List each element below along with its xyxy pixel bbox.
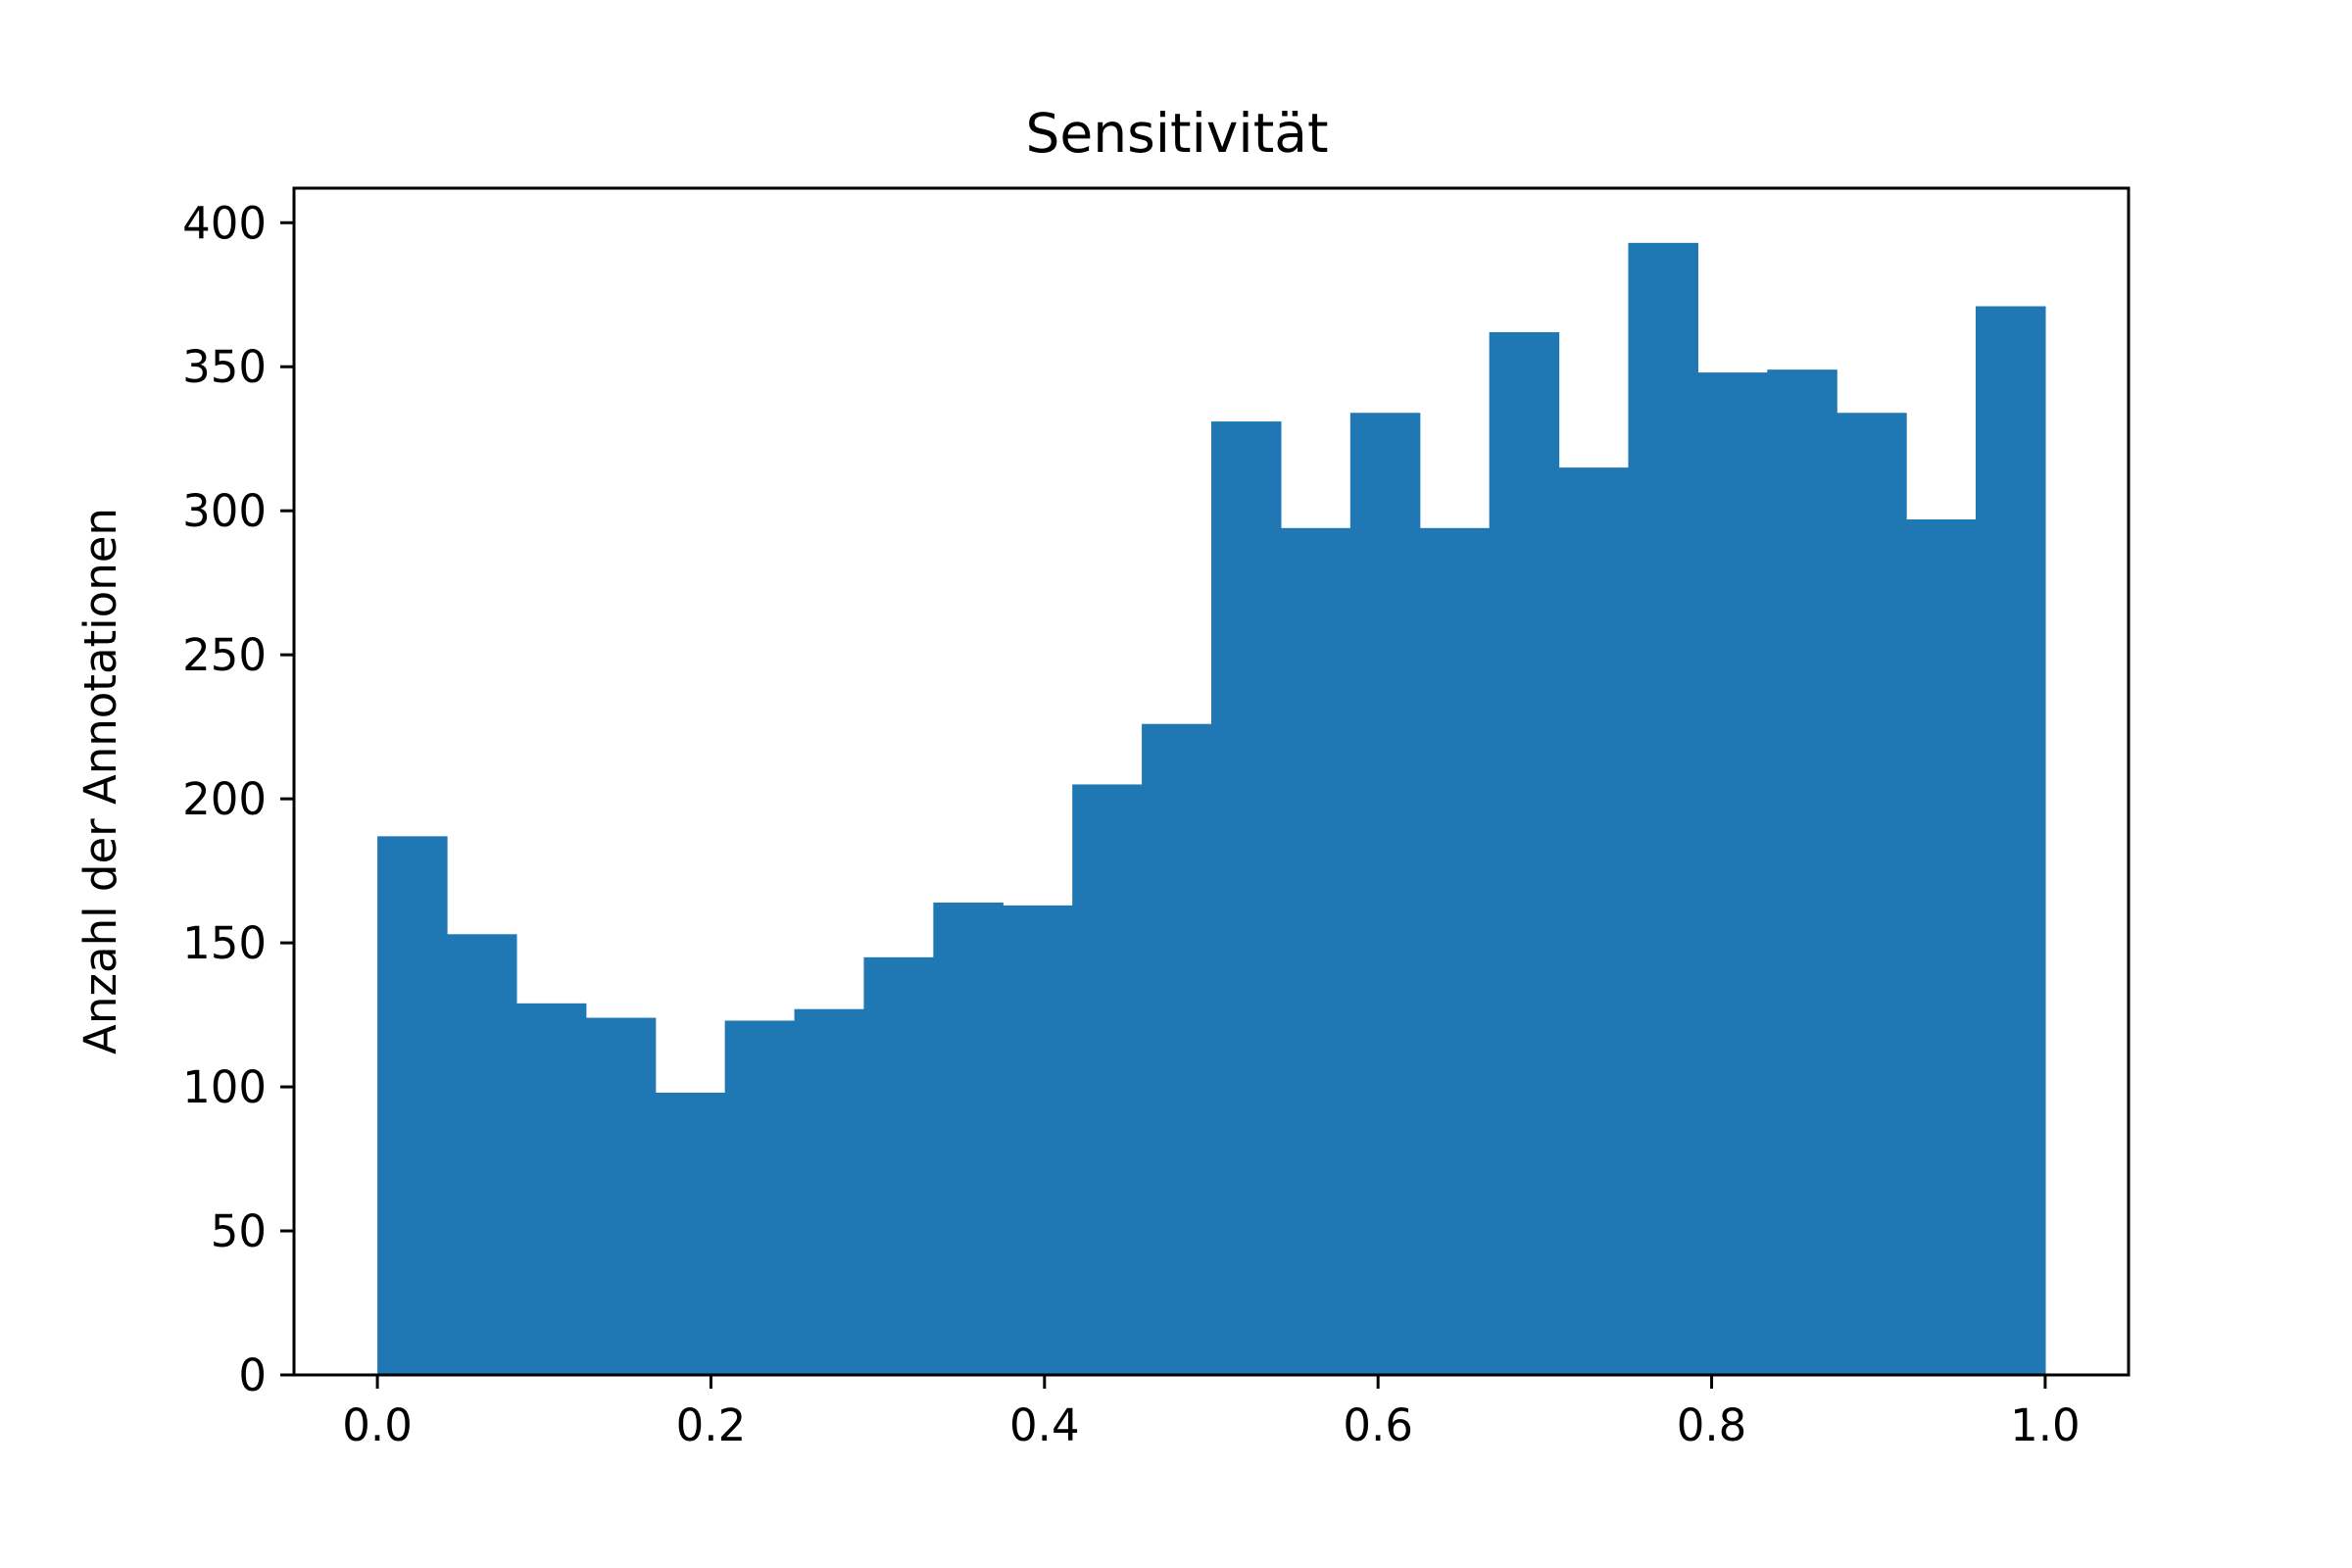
y-axis-title: Anzahl der Annotationen [74,508,126,1054]
histogram-bar [1072,784,1143,1375]
histogram-bar [1003,905,1073,1375]
histogram-bar [515,1003,587,1375]
histogram-bar [1837,413,1907,1376]
histogram-bar [1489,331,1560,1375]
histogram-bar [1280,527,1351,1375]
histogram-bar [1628,242,1698,1376]
histogram-bars [377,242,2046,1376]
x-tick-label: 0.8 [1677,1399,1747,1451]
x-tick-label: 0.0 [342,1399,413,1451]
y-tick-label: 150 [182,917,267,969]
y-tick-label: 250 [182,629,267,681]
y-tick-label: 300 [182,485,267,537]
histogram-bar [655,1092,726,1375]
histogram-bar [1142,723,1212,1375]
histogram-bar [933,902,1004,1375]
x-axis: 0.0 0.2 0.4 0.6 0.8 1.0 [342,1375,2081,1451]
x-tick-label: 0.4 [1009,1399,1080,1451]
chart-title: Sensitivität [1025,102,1328,165]
histogram-bar [794,1008,865,1375]
histogram-bar [377,836,448,1375]
y-tick-label: 200 [182,773,267,825]
y-tick-label: 350 [182,341,267,393]
histogram-bar [863,956,934,1375]
histogram-bar [1697,372,1768,1375]
histogram-bar [1419,527,1491,1375]
plot-frame [292,186,2131,1377]
histogram-bar [1767,369,1838,1375]
x-tick-label: 1.0 [2010,1399,2081,1451]
histogram-bar [1211,421,1282,1375]
y-axis: 0 50 100 150 200 250 300 350 400 [182,197,294,1401]
histogram-bar [585,1017,657,1375]
histogram-bar [1349,413,1421,1376]
histogram-bar [1906,519,1977,1375]
histogram-bar [724,1020,796,1375]
y-tick-label: 0 [238,1349,267,1401]
x-tick-label: 0.6 [1343,1399,1413,1451]
y-tick-label: 400 [182,197,267,249]
y-tick-label: 100 [182,1061,267,1113]
y-tick-label: 50 [211,1205,267,1257]
histogram-bar [1558,467,1630,1375]
x-tick-label: 0.2 [676,1399,747,1451]
histogram-bar [447,934,517,1375]
histogram-bar [1975,306,2046,1375]
